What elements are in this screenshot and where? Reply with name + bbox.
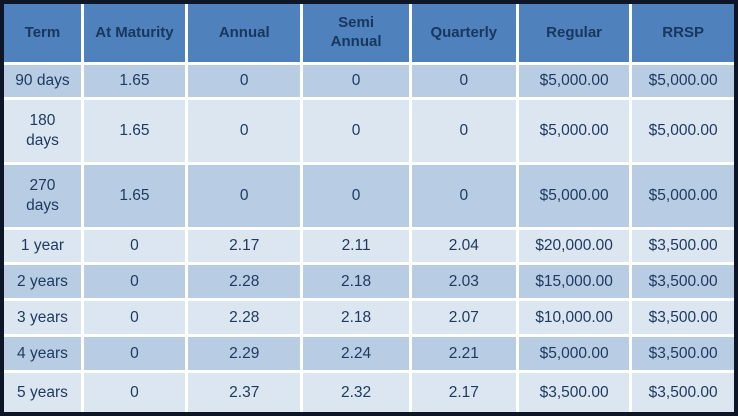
column-header-regular: Regular (515, 0, 633, 65)
table-cell: $5,000.00 (515, 62, 633, 100)
table-cell: 2.04 (408, 226, 519, 266)
table-cell: 2.07 (408, 298, 519, 338)
table-row-90-days: 90 days 1.65 0 0 0 $5,000.00 $5,000.00 (0, 62, 738, 100)
table-cell: $5,000.00 (629, 161, 738, 230)
table-cell: $15,000.00 (515, 262, 633, 302)
table-cell: $3,500.00 (629, 369, 738, 416)
table-cell: 0 (80, 298, 189, 338)
table-row-1-year: 1 year 0 2.17 2.11 2.04 $20,000.00 $3,50… (0, 226, 738, 266)
table-cell: 0 (408, 62, 519, 100)
term-cell: 2 years (0, 262, 84, 302)
table-row-2-years: 2 years 0 2.28 2.18 2.03 $15,000.00 $3,5… (0, 262, 738, 302)
table-row-270-days: 270 days 1.65 0 0 0 $5,000.00 $5,000.00 (0, 161, 738, 230)
column-header-annual: Annual (185, 0, 304, 65)
header-row: Term At Maturity Annual Semi Annual Quar… (0, 0, 738, 65)
table-cell: $3,500.00 (629, 298, 738, 338)
table-cell: $3,500.00 (629, 334, 738, 373)
term-cell: 90 days (0, 62, 84, 100)
table-cell: 0 (185, 62, 304, 100)
table-cell: 1.65 (80, 96, 189, 165)
table-cell: $5,000.00 (515, 161, 633, 230)
table-cell: 2.03 (408, 262, 519, 302)
table-cell: 2.18 (300, 262, 412, 302)
table-cell: 2.18 (300, 298, 412, 338)
table-cell: 0 (185, 96, 304, 165)
column-header-quarterly: Quarterly (408, 0, 519, 65)
table-cell: 2.28 (185, 262, 304, 302)
term-cell: 3 years (0, 298, 84, 338)
table-cell: 0 (300, 161, 412, 230)
table-row-5-years: 5 years 0 2.37 2.32 2.17 $3,500.00 $3,50… (0, 369, 738, 416)
table-cell: 0 (300, 96, 412, 165)
term-cell: 1 year (0, 226, 84, 266)
table-cell: 2.17 (408, 369, 519, 416)
table-row-4-years: 4 years 0 2.29 2.24 2.21 $5,000.00 $3,50… (0, 334, 738, 373)
table-cell: $3,500.00 (629, 262, 738, 302)
term-cell: 270 days (0, 161, 84, 230)
table-cell: 0 (408, 161, 519, 230)
table-cell: 1.65 (80, 161, 189, 230)
table-cell: 0 (300, 62, 412, 100)
table-cell: 2.24 (300, 334, 412, 373)
table-cell: 0 (80, 334, 189, 373)
table-cell: 0 (408, 96, 519, 165)
table-cell: $5,000.00 (515, 334, 633, 373)
table-cell: 2.17 (185, 226, 304, 266)
table-cell: 2.37 (185, 369, 304, 416)
column-header-rrsp: RRSP (629, 0, 738, 65)
table-cell: $10,000.00 (515, 298, 633, 338)
table-cell: $5,000.00 (515, 96, 633, 165)
table-cell: 0 (80, 262, 189, 302)
table-cell: 0 (185, 161, 304, 230)
column-header-semi-annual: Semi Annual (300, 0, 412, 65)
table-cell: 2.32 (300, 369, 412, 416)
table-cell: $20,000.00 (515, 226, 633, 266)
table-cell: $3,500.00 (515, 369, 633, 416)
table-cell: $3,500.00 (629, 226, 738, 266)
table-row-3-years: 3 years 0 2.28 2.18 2.07 $10,000.00 $3,5… (0, 298, 738, 338)
table-cell: $5,000.00 (629, 62, 738, 100)
table-cell: 0 (80, 369, 189, 416)
table-cell: $5,000.00 (629, 96, 738, 165)
term-cell: 180 days (0, 96, 84, 165)
table-row-180-days: 180 days 1.65 0 0 0 $5,000.00 $5,000.00 (0, 96, 738, 165)
table-cell: 2.21 (408, 334, 519, 373)
table-cell: 2.29 (185, 334, 304, 373)
column-header-at-maturity: At Maturity (80, 0, 189, 65)
column-header-term: Term (0, 0, 84, 65)
table-cell: 1.65 (80, 62, 189, 100)
table-cell: 2.28 (185, 298, 304, 338)
term-cell: 4 years (0, 334, 84, 373)
table-cell: 0 (80, 226, 189, 266)
term-cell: 5 years (0, 369, 84, 416)
table-cell: 2.11 (300, 226, 412, 266)
